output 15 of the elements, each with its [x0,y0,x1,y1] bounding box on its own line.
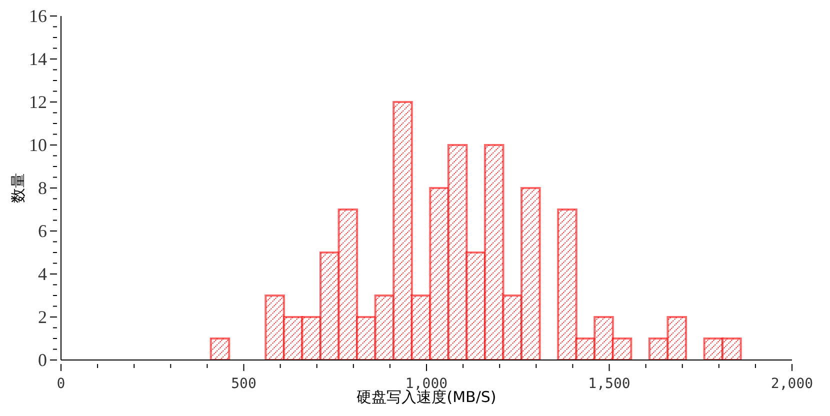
x-tick-label: 1,500 [588,376,630,392]
y-tick-label: 0 [38,350,47,370]
x-tick-label: 2,000 [770,376,814,392]
y-tick-label: 16 [29,6,47,26]
y-tick-label: 8 [38,178,47,198]
x-tick-label: 500 [231,376,256,392]
x-tick-label: 0 [56,376,66,392]
y-tick-label: 6 [38,221,47,241]
y-tick-label: 14 [29,49,47,69]
y-axis-title: 数量 [9,173,27,203]
y-tick-label: 4 [38,264,47,284]
y-tick-label: 10 [29,135,47,155]
y-tick-label: 12 [29,92,47,112]
y-tick-label: 2 [38,307,47,327]
x-axis-title: 硬盘写入速度(MB/S) [356,388,496,406]
